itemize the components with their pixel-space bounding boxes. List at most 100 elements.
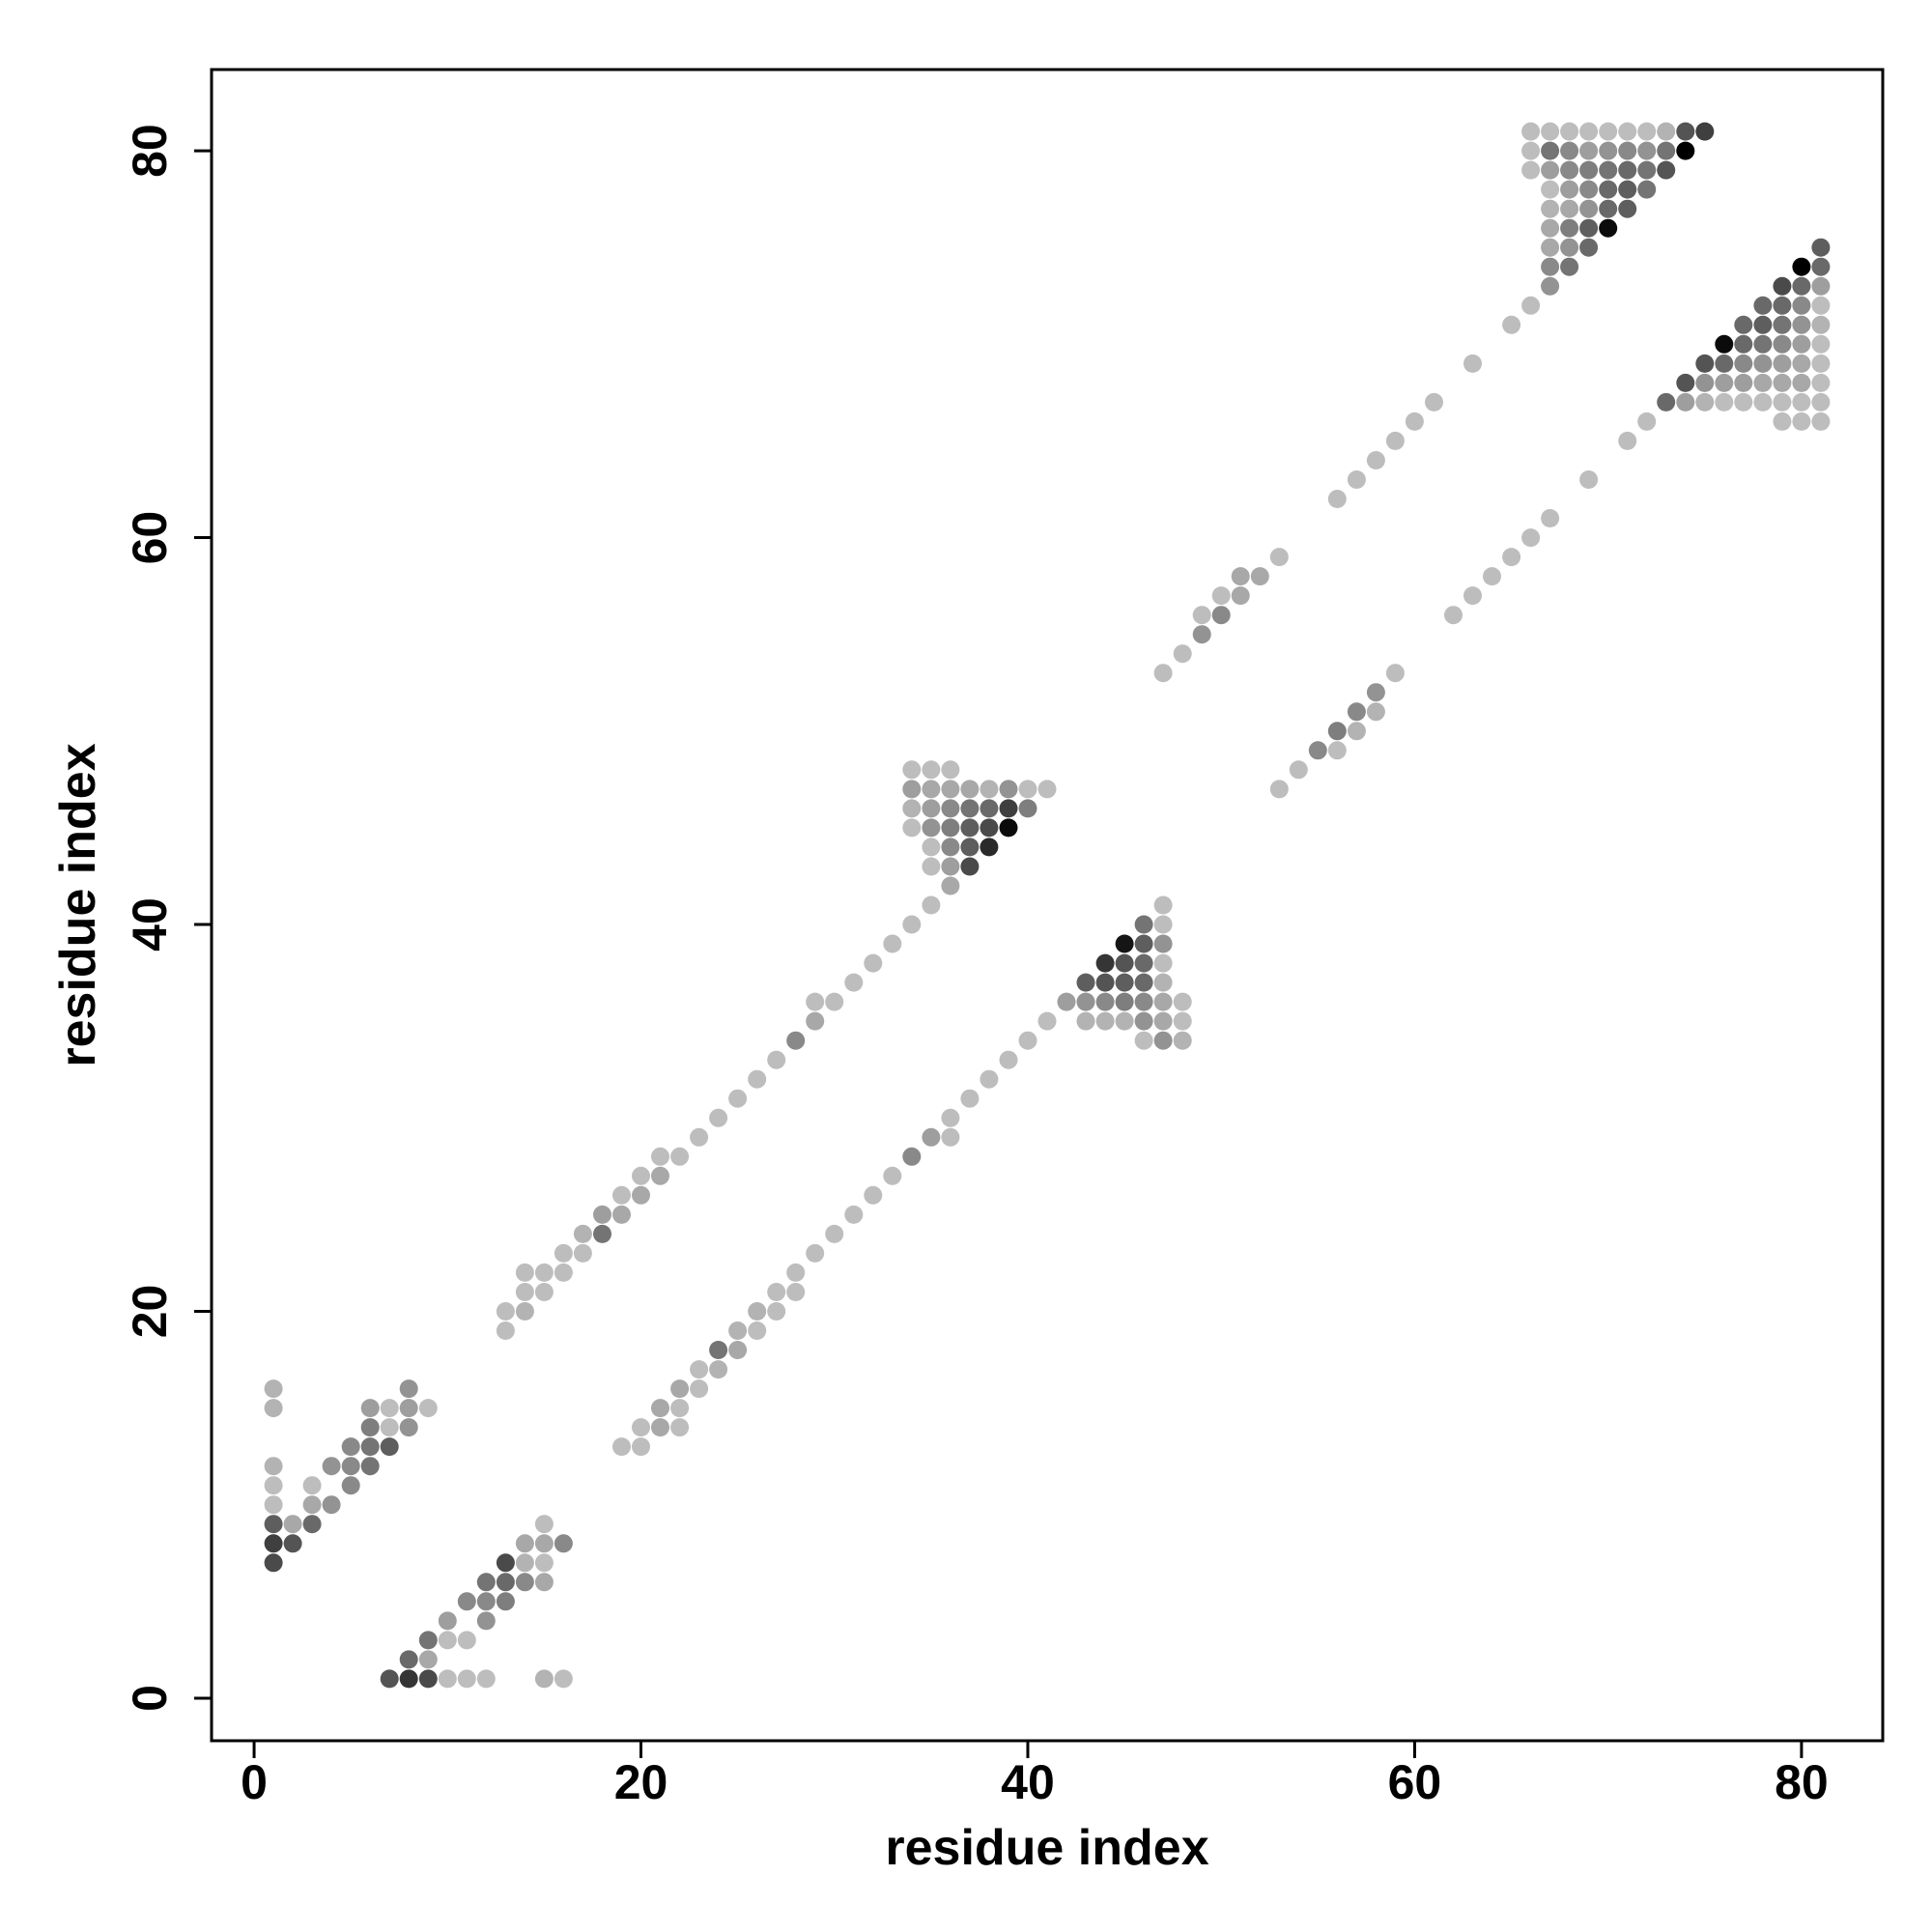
contact-point (399, 1418, 418, 1437)
contact-point (1521, 141, 1541, 160)
contact-point (1811, 238, 1831, 257)
contact-point (1734, 334, 1753, 354)
contact-point (515, 1573, 534, 1592)
contact-point (1463, 586, 1482, 606)
contact-point (941, 876, 960, 895)
contact-point (1347, 722, 1366, 741)
contact-point (1811, 354, 1831, 373)
contact-point (1792, 392, 1811, 412)
contact-point (1018, 1031, 1037, 1050)
contact-point (1037, 780, 1057, 799)
contact-point (902, 1147, 922, 1166)
contact-point (1657, 160, 1676, 180)
contact-point (418, 1399, 438, 1418)
contact-point (1269, 780, 1289, 799)
contact-point (360, 1418, 380, 1437)
contact-point (1173, 1031, 1192, 1050)
contact-point (1095, 953, 1115, 973)
contact-point (1541, 276, 1560, 296)
contact-point (1560, 122, 1579, 141)
contact-point (1618, 122, 1637, 141)
contact-point (302, 1495, 322, 1515)
contact-point (1347, 470, 1366, 489)
contact-point (554, 1669, 573, 1689)
contact-point (399, 1399, 418, 1418)
contact-point (999, 799, 1018, 818)
contact-point (786, 1263, 806, 1282)
contact-point (651, 1166, 669, 1185)
contact-point (322, 1457, 341, 1476)
contact-point (1153, 934, 1173, 953)
contact-point (1502, 548, 1521, 567)
contact-point (941, 760, 960, 780)
contact-point (1579, 218, 1599, 238)
contact-point (1327, 490, 1347, 508)
contact-point (438, 1611, 457, 1631)
contact-point (1792, 276, 1811, 296)
contact-point (1269, 548, 1289, 567)
contact-point (515, 1263, 534, 1282)
contact-point (1327, 741, 1347, 760)
contact-point (786, 1283, 806, 1301)
contact-point (709, 1108, 728, 1127)
contact-point (1076, 973, 1095, 992)
contact-point (322, 1495, 341, 1515)
contact-point (1405, 412, 1424, 431)
contact-point (1599, 199, 1618, 218)
contact-point (1695, 122, 1715, 141)
contact-point (1134, 973, 1153, 992)
contact-point (1637, 412, 1657, 431)
contact-point (1444, 606, 1463, 625)
contact-point (670, 1379, 690, 1399)
contact-point (1076, 992, 1095, 1011)
contact-point (922, 895, 941, 915)
x-axis: 0 20 40 60 80 (241, 1739, 1829, 1809)
contact-point (941, 838, 960, 857)
contact-point (1153, 895, 1173, 915)
contact-point (283, 1515, 302, 1534)
contact-point (1811, 257, 1831, 276)
contact-point (1753, 392, 1773, 412)
contact-point (1773, 412, 1792, 431)
contact-point (1211, 606, 1231, 625)
contact-point (902, 799, 922, 818)
contact-point (1541, 199, 1560, 218)
contact-point (748, 1302, 767, 1321)
contact-point (264, 1476, 283, 1495)
contact-point (1173, 992, 1192, 1011)
contact-point (573, 1243, 592, 1263)
contact-point (1676, 373, 1695, 392)
contact-point (341, 1476, 360, 1495)
contact-point (1792, 315, 1811, 334)
contact-point (1753, 373, 1773, 392)
contact-point (922, 780, 941, 799)
contact-point (941, 857, 960, 876)
contact-point (922, 838, 941, 857)
contact-point (1134, 915, 1153, 934)
contact-point (1521, 160, 1541, 180)
contact-point (1541, 509, 1560, 527)
contact-point (999, 780, 1018, 799)
contact-point (593, 1205, 611, 1224)
contact-point (1618, 160, 1637, 180)
contact-point (670, 1418, 690, 1437)
contact-point (651, 1399, 669, 1418)
contact-point (632, 1166, 650, 1185)
contact-point (264, 1534, 283, 1553)
contact-point (960, 818, 980, 838)
contact-point (1560, 160, 1579, 180)
contact-point (632, 1437, 650, 1457)
contact-point (767, 1283, 786, 1301)
contact-point (418, 1631, 438, 1650)
contact-point (941, 799, 960, 818)
contact-point (1773, 315, 1792, 334)
contact-point (438, 1669, 457, 1689)
contact-point (1579, 199, 1599, 218)
contact-point (1657, 122, 1676, 141)
contact-point (1599, 218, 1618, 238)
contact-point (980, 838, 999, 857)
contact-point (806, 1243, 825, 1263)
contact-point (534, 1283, 554, 1301)
contact-point (380, 1399, 399, 1418)
contact-point (476, 1669, 496, 1689)
